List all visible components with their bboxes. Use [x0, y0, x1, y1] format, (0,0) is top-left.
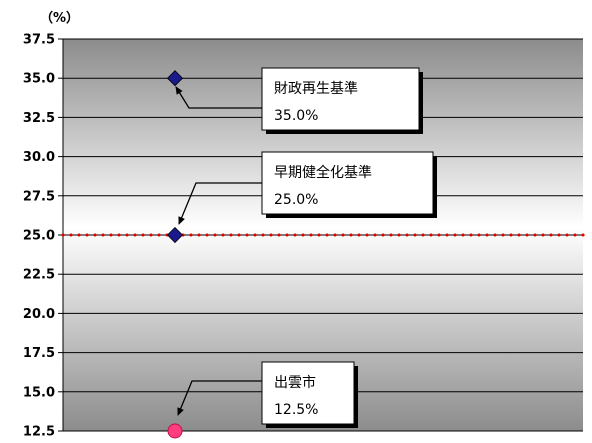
data-point-circle [167, 423, 183, 439]
callout-title: 出雲市 [274, 374, 316, 391]
y-tick-label: 35.0 [23, 72, 55, 87]
y-tick-label: 32.5 [23, 111, 55, 126]
callout-title: 早期健全化基準 [274, 164, 372, 181]
y-tick-label: 20.0 [23, 307, 55, 322]
data-markers [166, 70, 184, 439]
callout-arrow [177, 380, 262, 416]
callouts: 財政再生基準 35.0% 早期健全化基準 25.0% 出雲市 12.5% [175, 67, 437, 428]
callout-value: 35.0% [274, 108, 318, 124]
callout-value: 12.5% [274, 402, 318, 418]
y-axis-unit-label: （%） [40, 10, 79, 26]
y-tick-label: 12.5 [23, 425, 55, 440]
y-tick-label: 27.5 [23, 189, 55, 204]
y-tick-label: 37.5 [23, 33, 55, 48]
y-tick-label: 22.5 [23, 268, 55, 283]
y-axis-ticks: 37.5 35.0 32.5 30.0 27.5 25.0 22.5 20.0 17.5 15.0… [23, 33, 63, 440]
callout-box [261, 151, 434, 215]
callout-1: 早期健全化基準 25.0% [178, 151, 437, 225]
y-tick-label: 30.0 [23, 150, 55, 165]
y-tick-label: 25.0 [23, 229, 55, 244]
callout-title: 財政再生基準 [274, 80, 358, 97]
data-point-diamond [166, 70, 184, 87]
y-tick-label: 17.5 [23, 346, 55, 361]
callout-box [261, 67, 420, 131]
y-tick-label: 15.0 [23, 385, 55, 400]
callout-box [261, 361, 355, 425]
callout-0: 財政再生基準 35.0% [175, 67, 423, 134]
callout-2: 出雲市 12.5% [177, 361, 358, 428]
callout-value: 25.0% [274, 192, 318, 208]
callout-arrow [178, 182, 262, 225]
callout-arrow [175, 86, 262, 109]
data-point-diamond [166, 226, 184, 244]
